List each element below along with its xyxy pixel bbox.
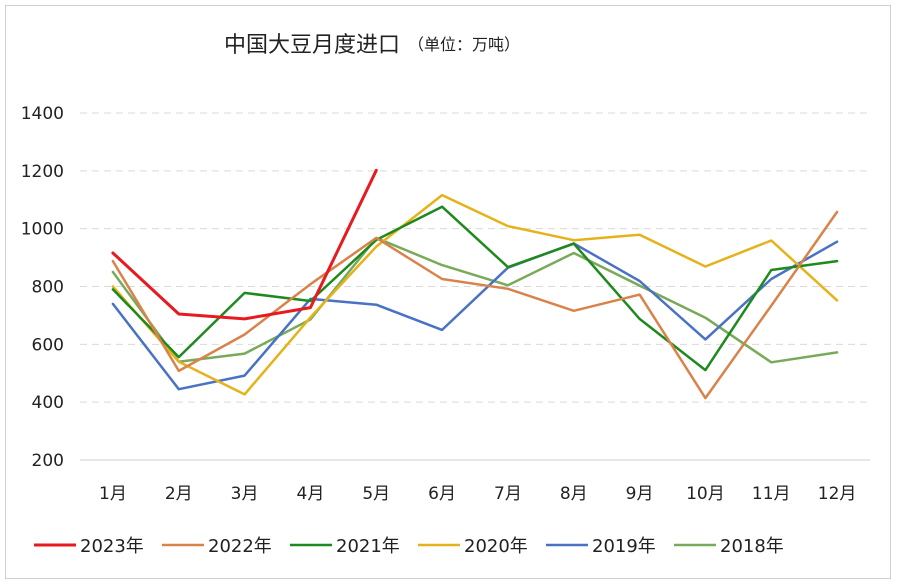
y-tick-label: 800 <box>32 278 64 298</box>
series-line-2020年 <box>111 193 839 396</box>
y-tick-label: 400 <box>32 393 64 413</box>
chart-title: 中国大豆月度进口 <box>224 33 400 58</box>
y-tick-label: 600 <box>32 335 64 355</box>
y-axis: 1400 1200 1000 800 600 400 200 <box>21 104 64 471</box>
series-lines <box>111 168 839 400</box>
series-line-2022年 <box>111 210 839 400</box>
series-line-2023年 <box>111 168 378 321</box>
y-tick-label: 1200 <box>21 162 64 182</box>
legend-label: 2023年 <box>80 536 144 557</box>
x-tick-label: 11月 <box>752 484 791 504</box>
x-tick-label: 9月 <box>626 484 654 504</box>
legend-label: 2022年 <box>208 536 272 557</box>
y-tick-label: 1400 <box>21 104 64 124</box>
legend-label: 2020年 <box>464 536 528 557</box>
series-line-2019年 <box>111 240 839 391</box>
y-tick-label: 200 <box>32 451 64 471</box>
chart-frame <box>5 5 891 579</box>
legend: 2023年 2022年 2021年 2020年 2019年 2018年 <box>34 536 784 557</box>
x-tick-label: 10月 <box>686 484 725 504</box>
x-tick-label: 5月 <box>362 484 390 504</box>
x-tick-label: 12月 <box>818 484 857 504</box>
x-axis: 1月 2月 3月 4月 5月 6月 7月 8月 9月 10月 11月 12月 <box>99 484 856 504</box>
x-tick-label: 8月 <box>560 484 588 504</box>
x-tick-label: 3月 <box>231 484 259 504</box>
x-tick-label: 6月 <box>428 484 456 504</box>
series-line-2018年 <box>111 236 839 364</box>
x-tick-label: 7月 <box>494 484 522 504</box>
gridlines <box>80 112 870 461</box>
x-tick-label: 2月 <box>165 484 193 504</box>
x-tick-label: 4月 <box>297 484 325 504</box>
series-line-2021年 <box>111 205 839 372</box>
y-tick-label: 1000 <box>21 220 64 240</box>
legend-label: 2018年 <box>720 536 784 557</box>
legend-label: 2021年 <box>336 536 400 557</box>
legend-label: 2019年 <box>592 536 656 557</box>
x-tick-label: 1月 <box>99 484 127 504</box>
chart-subtitle: （单位：万吨） <box>408 35 520 54</box>
